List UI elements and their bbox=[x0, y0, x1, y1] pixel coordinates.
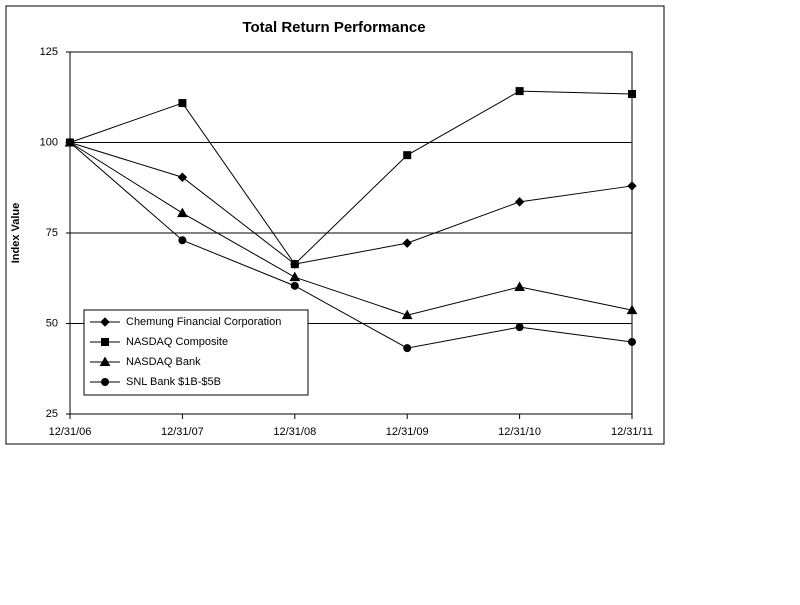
data-point bbox=[515, 87, 524, 96]
legend-marker bbox=[100, 317, 110, 327]
data-point bbox=[403, 151, 412, 160]
data-point bbox=[178, 99, 187, 108]
legend-marker bbox=[101, 338, 109, 346]
series-line bbox=[69, 142, 633, 265]
y-tick-label: 100 bbox=[40, 136, 58, 148]
legend-box bbox=[83, 309, 309, 396]
data-point bbox=[628, 337, 636, 346]
data-point bbox=[178, 236, 187, 245]
y-axis-label: Index Value bbox=[10, 203, 22, 264]
data-point bbox=[177, 207, 188, 218]
series-line bbox=[69, 142, 633, 316]
data-point bbox=[626, 304, 638, 315]
data-point bbox=[515, 323, 524, 332]
x-tick-label: 12/31/07 bbox=[161, 426, 204, 438]
x-tick-label: 12/31/09 bbox=[386, 426, 429, 438]
legend-marker bbox=[99, 356, 111, 366]
legend-marker bbox=[101, 378, 109, 386]
series-line bbox=[69, 142, 633, 349]
data-point bbox=[66, 138, 74, 147]
x-tick-label: 12/31/11 bbox=[611, 426, 653, 438]
legend-label: NASDAQ Bank bbox=[126, 356, 201, 368]
y-tick-label: 50 bbox=[46, 317, 58, 329]
data-point bbox=[177, 172, 188, 182]
data-point bbox=[514, 281, 525, 291]
data-point bbox=[289, 271, 301, 282]
data-point bbox=[514, 197, 525, 207]
y-tick-label: 25 bbox=[46, 408, 58, 420]
legend-label: NASDAQ Composite bbox=[126, 336, 228, 348]
data-point bbox=[290, 260, 299, 269]
y-tick-label: 125 bbox=[40, 46, 58, 58]
data-point bbox=[401, 309, 413, 320]
data-point bbox=[290, 281, 299, 290]
data-point bbox=[403, 344, 412, 353]
data-point bbox=[402, 238, 412, 248]
series-line bbox=[69, 90, 633, 265]
chart-title: Total Return Performance bbox=[242, 19, 425, 36]
x-tick-label: 12/31/10 bbox=[498, 426, 541, 438]
legend-label: SNL Bank $1B-$5B bbox=[126, 376, 221, 388]
x-tick-label: 12/31/08 bbox=[273, 426, 316, 438]
data-point bbox=[627, 181, 637, 191]
data-point bbox=[628, 89, 636, 98]
legend-label: Chemung Financial Corporation bbox=[126, 316, 281, 328]
x-tick-label: 12/31/06 bbox=[49, 426, 92, 438]
y-tick-label: 75 bbox=[46, 227, 58, 239]
